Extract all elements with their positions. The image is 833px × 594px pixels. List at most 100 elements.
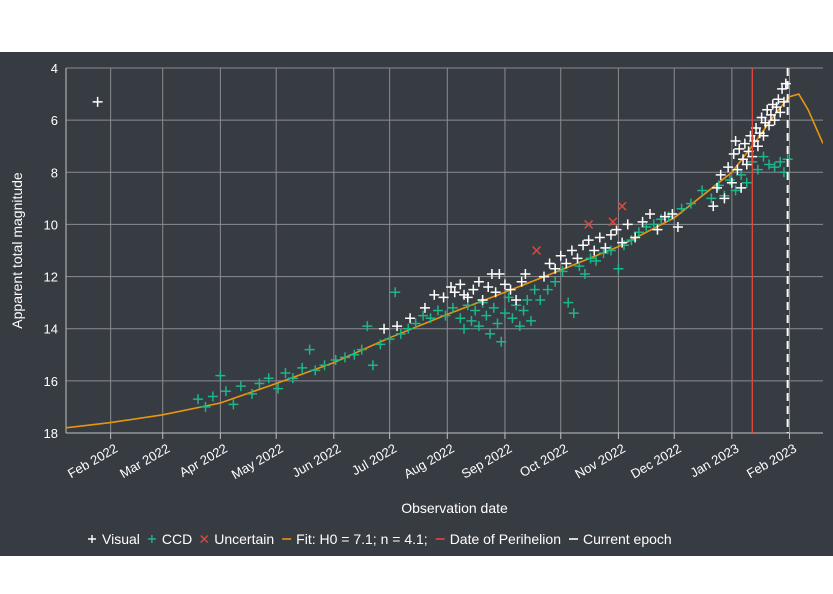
- visual-point: [630, 232, 641, 243]
- ccd-point: [557, 266, 568, 277]
- ccd-point: [550, 276, 561, 287]
- ccd-point: [641, 222, 652, 233]
- ccd-point: [410, 318, 421, 329]
- visual-point: [741, 159, 752, 170]
- ccd-point: [432, 305, 443, 316]
- visual-point: [572, 253, 583, 264]
- ccd-point: [503, 292, 514, 303]
- y-tick-label: 14: [44, 322, 58, 337]
- visual-point: [756, 112, 767, 123]
- visual-point: [511, 295, 522, 306]
- ccd-point: [706, 193, 717, 204]
- visual-point: [594, 232, 605, 243]
- ccd-point: [459, 323, 470, 334]
- visual-point: [605, 229, 616, 240]
- ccd-point: [207, 391, 218, 402]
- ccd-point: [356, 344, 367, 355]
- visual-point: [730, 136, 741, 146]
- ccd-point: [736, 169, 747, 180]
- ccd-point: [769, 162, 780, 173]
- legend-label: Visual: [102, 531, 140, 547]
- visual-point: [622, 219, 633, 230]
- visual-point: [490, 287, 501, 298]
- y-tick-label: 4: [51, 61, 58, 76]
- visual-point: [455, 279, 466, 290]
- visual-point: [762, 104, 773, 115]
- legend-plus-marker: [88, 535, 96, 543]
- ccd-point: [390, 287, 401, 298]
- visual-point: [765, 109, 776, 120]
- visual-point: [645, 209, 656, 219]
- fit-curve-line: [66, 93, 823, 429]
- x-tick-label: Mar 2022: [117, 441, 172, 481]
- ccd-point: [273, 383, 284, 394]
- ccd-point: [215, 370, 226, 381]
- ccd-point: [395, 328, 406, 339]
- ccd-point: [485, 328, 496, 339]
- ccd-point: [200, 401, 211, 412]
- ccd-point: [542, 284, 553, 295]
- ccd-point: [633, 227, 644, 238]
- y-tick-label: 6: [51, 113, 58, 128]
- legend-x-marker: [200, 535, 209, 543]
- visual-point: [483, 282, 494, 292]
- x-tick-label: Sep 2022: [459, 441, 515, 482]
- legend-label: Current epoch: [583, 531, 672, 547]
- visual-point: [777, 83, 788, 94]
- x-tick-label: Jan 2023: [688, 441, 742, 481]
- visual-point: [405, 313, 416, 324]
- visual-point: [728, 149, 739, 160]
- ccd-point: [514, 321, 525, 332]
- ccd-point: [685, 198, 696, 209]
- visual-point: [92, 96, 103, 107]
- ccd-point: [529, 284, 540, 295]
- ccd-point: [507, 313, 518, 324]
- ccd-point: [470, 305, 481, 316]
- visual-point: [566, 245, 577, 256]
- visual-point: [749, 136, 760, 146]
- legend-item: CCD: [147, 531, 192, 547]
- x-tick-label: Nov 2022: [572, 441, 628, 482]
- visual-point: [520, 268, 531, 279]
- ccd-point: [304, 344, 315, 355]
- ccd-point: [758, 151, 769, 162]
- visual-point: [780, 78, 791, 89]
- visual-point: [672, 222, 683, 233]
- visual-point: [771, 102, 782, 113]
- legend-plus-marker: [147, 535, 156, 543]
- visual-point: [516, 276, 527, 287]
- ccd-point: [193, 394, 204, 405]
- visual-point: [723, 162, 734, 173]
- visual-point: [739, 138, 750, 149]
- visual-point: [468, 284, 479, 295]
- ccd-point: [579, 268, 590, 279]
- visual-point: [758, 130, 769, 141]
- y-tick-label: 10: [44, 217, 58, 232]
- legend-label: Fit: H0 = 7.1; n = 4.1;: [296, 531, 428, 547]
- ccd-point: [254, 378, 265, 389]
- legend-item: Visual: [88, 531, 140, 547]
- visual-point: [477, 295, 488, 306]
- ccd-point: [535, 295, 546, 306]
- legend-item: Uncertain: [200, 531, 274, 547]
- visual-point: [555, 250, 566, 261]
- x-tick-label: Feb 2023: [744, 441, 799, 481]
- ccd-point: [764, 159, 775, 170]
- ccd-point: [488, 302, 499, 313]
- visual-point: [667, 209, 678, 219]
- visual-point: [769, 115, 780, 126]
- x-tick-label: Jun 2022: [290, 441, 344, 481]
- legend-item: Fit: H0 = 7.1; n = 4.1;: [282, 531, 428, 547]
- visual-point: [775, 107, 786, 118]
- legend-label: Date of Perihelion: [450, 531, 561, 547]
- x-axis-title: Observation date: [401, 500, 508, 516]
- visual-point: [539, 271, 550, 282]
- ccd-point: [235, 381, 246, 392]
- ccd-point: [339, 352, 350, 363]
- x-tick-label: Oct 2022: [517, 441, 570, 480]
- ccd-point: [375, 339, 386, 350]
- ccd-point: [568, 308, 579, 319]
- visual-point: [429, 289, 440, 300]
- ccd-point: [697, 185, 708, 196]
